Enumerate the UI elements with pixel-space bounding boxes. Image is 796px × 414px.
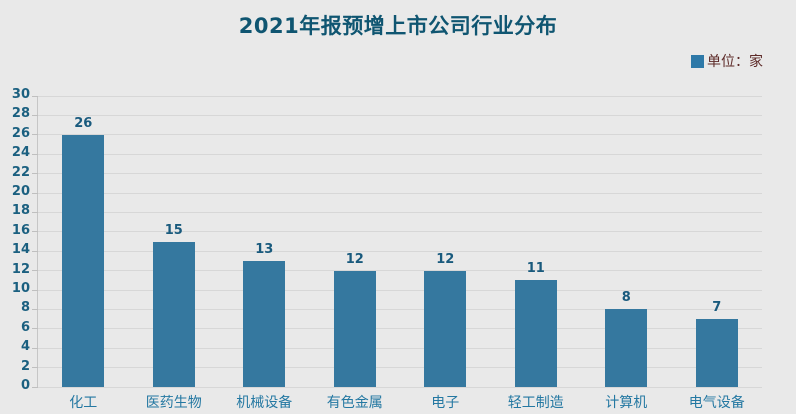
y-axis-label: 12 xyxy=(11,261,30,277)
y-axis-label: 22 xyxy=(11,164,30,180)
y-axis-label: 28 xyxy=(11,106,30,122)
bar xyxy=(514,280,557,387)
y-axis-tick xyxy=(32,153,38,155)
plot-area: 0 2 4 6 8 10 12 14 16 18 20 22 24 26 28 30 26 化工 15 医药生物 13 机… xyxy=(12,87,762,411)
bar xyxy=(152,241,195,387)
bar-value-label: 12 xyxy=(345,251,364,267)
chart-title: 2021年报预增上市公司行业分布 xyxy=(238,14,558,38)
y-axis-label: 26 xyxy=(11,125,30,141)
y-axis-label: 16 xyxy=(11,222,30,238)
gridline xyxy=(38,270,762,272)
y-axis-tick xyxy=(32,231,38,233)
y-axis-label: 6 xyxy=(20,319,30,335)
y-axis-tick xyxy=(32,134,38,136)
y-axis-tick xyxy=(32,250,38,252)
gridline xyxy=(38,211,762,213)
y-axis-label: 0 xyxy=(20,378,30,393)
bar xyxy=(333,270,376,387)
gridline xyxy=(38,134,762,136)
y-axis-label: 20 xyxy=(11,184,30,199)
bar-value-label: 15 xyxy=(164,222,183,238)
x-axis-label: 电子 xyxy=(431,395,460,411)
bar xyxy=(62,134,105,387)
y-axis-tick xyxy=(32,367,38,369)
y-axis-tick xyxy=(32,192,38,194)
x-axis-label: 计算机 xyxy=(605,395,648,411)
y-axis-label: 18 xyxy=(11,203,30,219)
y-axis-tick xyxy=(32,328,38,330)
y-axis-label: 2 xyxy=(20,358,30,374)
gridline xyxy=(38,289,762,291)
y-axis-tick xyxy=(32,95,38,97)
gridline xyxy=(38,153,762,155)
y-axis-line xyxy=(37,96,38,387)
y-axis-tick xyxy=(32,289,38,291)
x-axis-label: 化工 xyxy=(69,395,98,411)
x-axis-label: 有色金属 xyxy=(326,395,383,411)
y-axis-tick xyxy=(32,308,38,310)
x-axis-label: 电气设备 xyxy=(688,395,745,411)
bar-value-label: 7 xyxy=(712,300,722,316)
y-axis-tick xyxy=(32,270,38,272)
y-axis-tick xyxy=(32,386,38,388)
bar-value-label: 26 xyxy=(74,115,93,131)
y-axis-tick xyxy=(32,173,38,175)
legend-swatch-icon xyxy=(691,54,704,68)
y-axis-label: 8 xyxy=(20,300,30,316)
gridline xyxy=(38,328,762,330)
gridline xyxy=(38,95,762,97)
bar xyxy=(695,319,738,387)
gridline xyxy=(38,347,762,349)
x-axis-label: 医药生物 xyxy=(145,395,202,411)
bar-value-label: 12 xyxy=(436,251,455,267)
x-axis-label: 机械设备 xyxy=(236,395,293,411)
gridline xyxy=(38,173,762,175)
legend-label: 单位：家 xyxy=(707,54,763,70)
bar xyxy=(605,309,648,387)
legend: 单位：家 xyxy=(691,51,763,71)
y-axis-tick xyxy=(32,347,38,349)
x-axis-label: 轻工制造 xyxy=(507,395,564,411)
gridline xyxy=(38,192,762,194)
gridline xyxy=(38,386,762,388)
gridline xyxy=(38,231,762,233)
y-axis-tick xyxy=(32,114,38,116)
y-axis-tick xyxy=(32,211,38,213)
gridline xyxy=(38,367,762,369)
y-axis-label: 4 xyxy=(20,339,30,355)
gridline xyxy=(38,308,762,310)
gridline xyxy=(38,114,762,116)
y-axis-label: 30 xyxy=(11,87,30,102)
bar-value-label: 13 xyxy=(255,241,274,257)
bar-value-label: 8 xyxy=(621,290,631,306)
bar-value-label: 11 xyxy=(526,261,545,277)
bar xyxy=(243,260,286,387)
bar xyxy=(424,270,467,387)
y-axis-label: 14 xyxy=(11,242,30,258)
y-axis-label: 10 xyxy=(11,281,30,296)
y-axis-label: 24 xyxy=(11,145,30,161)
gridline xyxy=(38,250,762,252)
